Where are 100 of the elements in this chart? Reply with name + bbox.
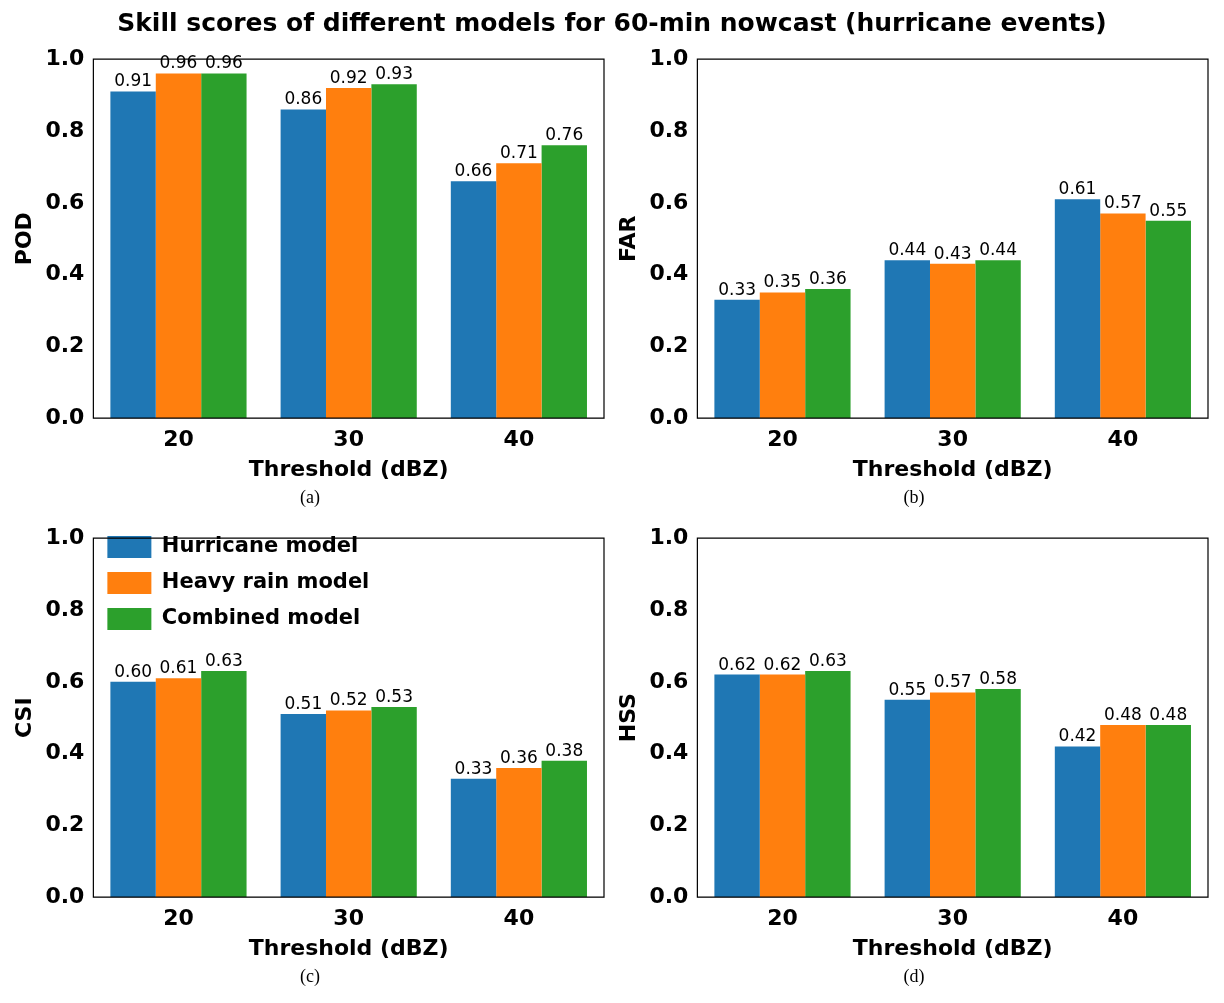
data-label: 0.44 [888,239,927,260]
data-label: 0.55 [1149,199,1188,220]
y-tick-label: 0.6 [45,667,85,693]
data-label: 0.61 [159,657,198,678]
bar [325,87,372,419]
data-label: 0.48 [1103,703,1142,724]
bar [496,767,542,898]
bar [714,674,760,898]
data-label: 0.36 [808,267,847,288]
data-label: 0.55 [888,678,927,699]
bar [280,714,326,898]
data-label: 0.60 [114,660,153,681]
data-label: 0.91 [114,70,153,91]
data-label: 0.57 [933,671,972,692]
y-tick-label: 0.4 [45,739,85,765]
data-label: 0.92 [329,66,368,87]
data-label: 0.43 [933,242,972,263]
x-axis-title: Threshold (dBZ) [852,934,1053,960]
data-label: 0.33 [454,757,493,778]
bar [714,299,760,419]
bar [201,671,247,898]
bar [975,260,1021,419]
bar [929,263,976,419]
y-tick-label: 0.2 [45,811,85,837]
data-label: 0.63 [808,649,847,670]
data-label: 0.76 [545,124,584,145]
bar [884,699,930,898]
bar [1100,213,1146,419]
y-tick-label: 0.6 [45,188,85,214]
text: (b) [903,487,925,508]
text: (a) [300,487,320,508]
data-label: 0.36 [499,746,538,767]
y-tick-label: 0.6 [649,188,689,214]
legend-label: Hurricane model [161,533,359,558]
y-tick-label: 1.0 [649,44,689,70]
bar [541,760,587,898]
bar [1054,746,1101,898]
bar [155,678,202,898]
x-axis-title: Threshold (dBZ) [248,934,449,960]
data-label: 0.71 [499,142,538,163]
chart-title: Skill scores of different models for 60-min nowcast (hurricane events) [116,8,1108,37]
x-tick-label: 30 [333,426,364,452]
bar [155,73,202,419]
bar [759,674,806,898]
y-tick-label: 0.8 [649,595,689,621]
y-tick-label: 0.2 [649,811,689,837]
bar [325,710,372,898]
bar [450,778,497,898]
text: (c) [300,966,320,987]
data-label: 0.62 [718,653,757,674]
y-tick-label: 0.0 [649,403,689,429]
bar [1100,724,1146,898]
x-axis-title: Threshold (dBZ) [852,455,1053,481]
x-tick-label: 30 [937,905,968,931]
y-tick-label: 1.0 [649,523,689,549]
data-label: 0.35 [763,271,802,292]
data-label: 0.52 [329,689,368,710]
y-tick-label: 0.0 [45,403,85,429]
data-label: 0.66 [454,160,493,181]
bar [929,692,976,898]
x-axis-title: Threshold (dBZ) [248,455,449,481]
y-tick-label: 1.0 [45,44,85,70]
legend-label: Combined model [161,605,361,630]
bar [201,73,247,419]
x-tick-label: 20 [767,905,798,931]
x-tick-label: 40 [1107,905,1139,931]
data-label: 0.42 [1058,725,1097,746]
y-tick-label: 0.2 [649,332,689,358]
y-tick-label: 1.0 [45,523,85,549]
y-tick-label: 0.0 [649,882,689,908]
x-tick-label: 40 [503,905,535,931]
data-label: 0.48 [1149,703,1188,724]
legend-label: Heavy rain model [161,569,370,594]
y-tick-label: 0.4 [649,260,689,286]
bar [450,181,497,419]
x-tick-label: 20 [163,905,194,931]
bar [110,91,156,419]
y-axis-title: FAR [614,215,640,262]
data-label: 0.93 [375,63,414,84]
bar [1145,724,1191,898]
bar [110,681,156,898]
y-tick-label: 0.2 [45,332,85,358]
data-label: 0.63 [204,649,243,670]
x-tick-label: 30 [937,426,968,452]
data-label: 0.44 [979,239,1018,260]
data-label: 0.38 [545,739,584,760]
y-axis-title: CSI [10,697,36,738]
bar [541,145,587,419]
y-tick-label: 0.4 [649,739,689,765]
y-tick-label: 0.6 [649,667,689,693]
bar [371,706,417,898]
y-tick-label: 0.8 [649,116,689,142]
bar [975,688,1021,898]
y-tick-label: 0.4 [45,260,85,286]
y-axis-title: HSS [614,693,640,743]
bar [1054,199,1101,419]
data-label: 0.57 [1103,192,1142,213]
y-tick-label: 0.8 [45,116,85,142]
data-label: 0.61 [1058,178,1097,199]
x-tick-label: 20 [767,426,798,452]
